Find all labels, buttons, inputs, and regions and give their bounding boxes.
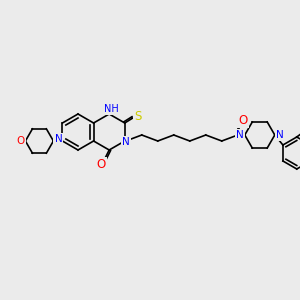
Text: O: O <box>16 136 25 146</box>
Text: N: N <box>55 134 62 144</box>
Text: N: N <box>236 130 244 140</box>
Text: O: O <box>238 113 248 127</box>
Text: N: N <box>122 137 130 147</box>
Text: O: O <box>97 158 106 172</box>
Text: NH: NH <box>104 104 119 114</box>
Text: N: N <box>276 130 284 140</box>
Text: S: S <box>134 110 142 124</box>
